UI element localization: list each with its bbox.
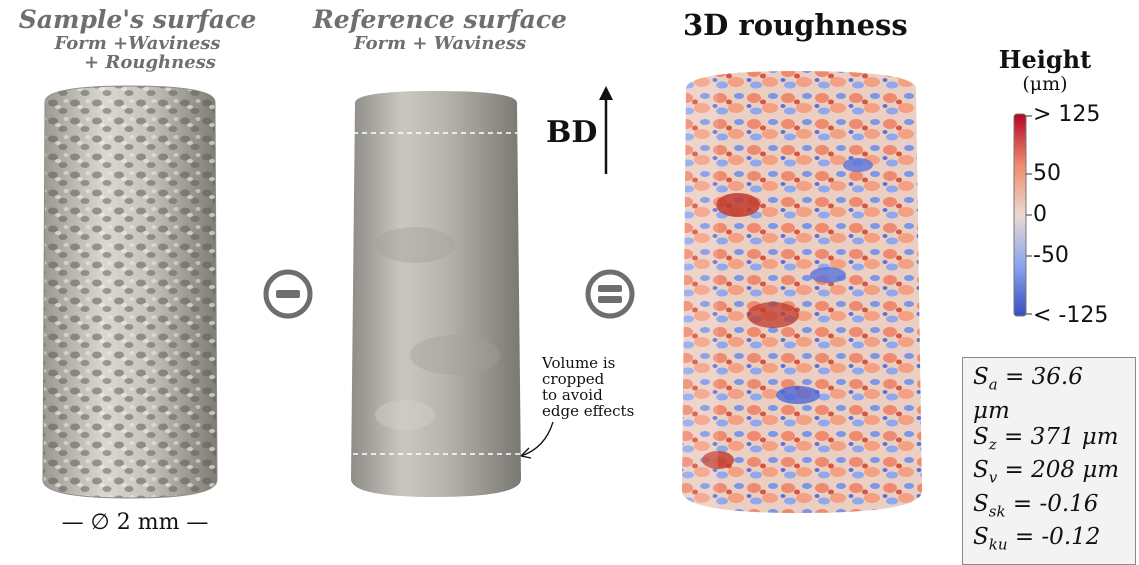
colorbar-tick: 0 (1033, 202, 1047, 227)
equals-circle-icon (585, 269, 635, 319)
crop-note-line: Volume is (542, 354, 616, 372)
reference-surface-title: Reference surface (313, 5, 567, 34)
stat-ssk: Ssk = -0.16 (973, 490, 1099, 521)
roughness-cylinder-render (682, 71, 922, 513)
stat-sa: Sa = 36.6 μm (973, 364, 1083, 424)
colorbar-gradient (1013, 113, 1032, 317)
stat-sku: Sku = -0.12 (973, 524, 1101, 554)
stat-sz: Sz = 371 μm (973, 423, 1119, 454)
sample-surface-subtitle-2: + Roughness (84, 52, 216, 73)
build-direction-arrow (599, 86, 613, 174)
crop-note-arrow (520, 421, 554, 459)
stat-sv: Sv = 208 μm (973, 457, 1120, 487)
colorbar-title: Height (998, 45, 1092, 74)
sample-surface-subtitle-1: Form +Waviness (54, 33, 221, 54)
colorbar-tick: -50 (1033, 243, 1069, 268)
sample-surface-title: Sample's surface (18, 5, 257, 34)
reference-cylinder-render (351, 91, 521, 497)
colorbar-unit: (μm) (1022, 73, 1068, 95)
roughness-stats-box: Sa = 36.6 μm Sz = 371 μm Sv = 208 μm Ssk… (962, 357, 1136, 565)
colorbar-tick: 50 (1033, 161, 1061, 186)
colorbar-tick: < -125 (1033, 303, 1109, 328)
sample-cylinder-render (42, 85, 218, 499)
crop-note: Volume is cropped to avoid edge effects (542, 355, 634, 419)
crop-note-line: cropped (542, 370, 605, 388)
diameter-label: — ∅ 2 mm — (61, 510, 209, 535)
build-direction-label: BD (546, 115, 598, 150)
colorbar-tick: > 125 (1033, 102, 1101, 127)
roughness-title: 3D roughness (683, 8, 908, 42)
minus-circle-icon (263, 269, 313, 319)
crop-note-line: to avoid (542, 386, 603, 404)
reference-surface-subtitle: Form + Waviness (353, 33, 527, 54)
crop-note-line: edge effects (542, 402, 635, 420)
